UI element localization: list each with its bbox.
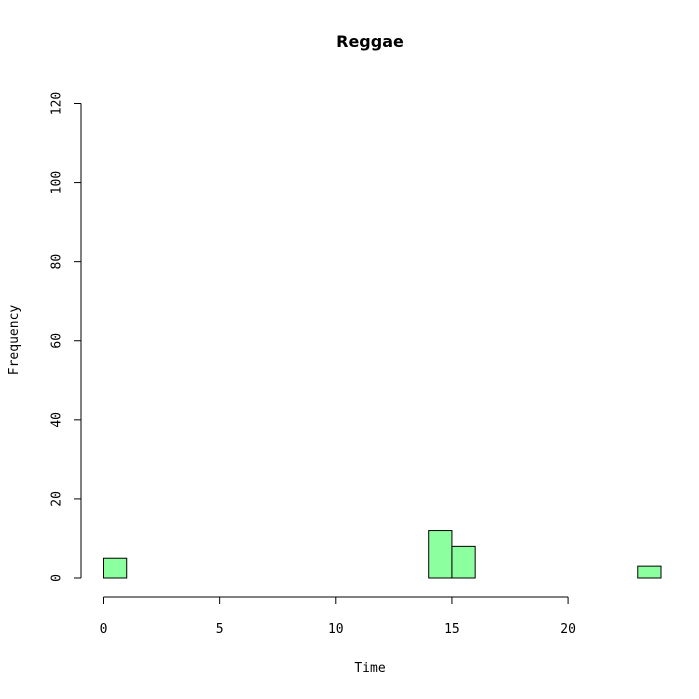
histogram-bars xyxy=(103,530,662,579)
x-tick-label: 10 xyxy=(328,622,344,637)
y-tick-label: 40 xyxy=(50,412,65,428)
histogram-bar xyxy=(451,545,476,579)
x-tick-label: 0 xyxy=(100,622,108,637)
x-tick-label: 15 xyxy=(444,622,460,637)
y-tick-label: 60 xyxy=(50,333,65,349)
y-tick-label: 80 xyxy=(50,254,65,270)
y-tick-label: 20 xyxy=(50,491,65,507)
x-axis-ticks: 0 5 10 15 20 xyxy=(100,597,576,637)
y-axis-label: Frequency xyxy=(7,305,22,376)
y-tick-label: 0 xyxy=(50,574,65,582)
x-tick-label: 20 xyxy=(560,622,576,637)
histogram-bar xyxy=(103,557,128,579)
histogram-bar xyxy=(637,565,662,579)
histogram-bar xyxy=(428,530,453,579)
x-axis-label: Time xyxy=(354,661,385,676)
x-tick-label: 5 xyxy=(216,622,224,637)
y-tick-label: 120 xyxy=(50,92,65,115)
y-tick-label: 100 xyxy=(50,171,65,194)
y-axis-ticks: 0 20 40 60 80 100 120 xyxy=(50,92,81,582)
chart-title: Reggae xyxy=(336,32,404,51)
